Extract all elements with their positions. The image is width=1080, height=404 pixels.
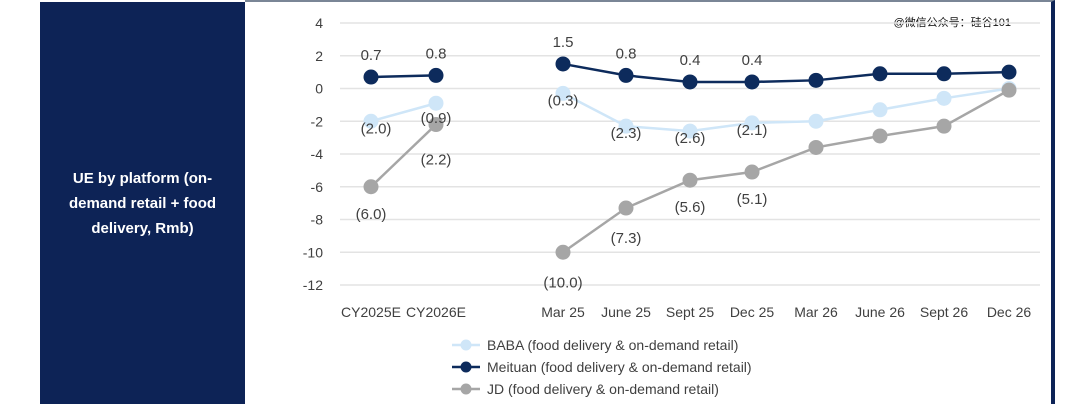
data-label: (5.1) (737, 191, 768, 208)
y-tick-label: -6 (311, 179, 324, 195)
legend-marker (460, 383, 472, 395)
y-tick-label: -10 (303, 244, 323, 260)
y-tick-label: 0 (315, 81, 323, 97)
data-point (618, 118, 634, 134)
data-point (555, 56, 571, 72)
data-label: 0.7 (361, 47, 382, 64)
data-point (618, 200, 634, 216)
data-label: (2.1) (737, 122, 768, 139)
data-label: (2.0) (361, 120, 392, 137)
data-label: (10.0) (543, 274, 582, 291)
data-point (744, 164, 760, 180)
data-label: 1.5 (553, 34, 574, 51)
data-point (428, 67, 444, 83)
y-tick-label: 4 (315, 15, 323, 31)
legend-label: JD (food delivery & on-demand retail) (487, 381, 719, 397)
data-point (618, 67, 634, 83)
data-point (555, 244, 571, 260)
data-point (555, 85, 571, 101)
y-tick-label: -12 (303, 277, 323, 293)
series-line (370, 74, 437, 79)
data-label: (2.2) (421, 152, 452, 169)
y-tick-label: 2 (315, 48, 323, 64)
data-label: 0.8 (616, 45, 637, 62)
data-point (363, 113, 379, 129)
series-line (562, 62, 1010, 84)
data-point (936, 90, 952, 106)
data-label: (5.6) (675, 199, 706, 216)
x-tick-label: Mar 25 (541, 304, 585, 320)
data-point (682, 123, 698, 139)
y-tick-label: -8 (311, 212, 324, 228)
data-point (872, 128, 888, 144)
x-tick-label: CY2026E (406, 304, 466, 320)
x-tick-label: June 25 (601, 304, 651, 320)
data-label: 0.8 (426, 45, 447, 62)
x-tick-label: Sept 25 (666, 304, 714, 320)
data-point (428, 117, 444, 133)
y-tick-label: -2 (311, 113, 324, 129)
x-tick-label: Sept 26 (920, 304, 968, 320)
data-point (872, 102, 888, 118)
data-point (936, 66, 952, 82)
data-point (682, 74, 698, 90)
data-point (808, 139, 824, 155)
legend-marker (460, 361, 472, 373)
x-tick-label: Mar 26 (794, 304, 838, 320)
data-point (1001, 82, 1017, 98)
series-line (562, 89, 1010, 254)
data-point (808, 72, 824, 88)
x-tick-label: Dec 25 (730, 304, 775, 320)
data-label: 0.4 (680, 52, 701, 69)
data-label: (7.3) (611, 230, 642, 247)
series-line (370, 102, 437, 123)
data-point (872, 66, 888, 82)
x-tick-label: June 26 (855, 304, 905, 320)
y-tick-label: -4 (311, 146, 324, 162)
data-point (744, 115, 760, 131)
legend-marker (460, 339, 472, 351)
data-point (363, 179, 379, 195)
data-point (682, 172, 698, 188)
data-point (363, 69, 379, 85)
data-label: (0.9) (421, 110, 452, 127)
data-label: (2.6) (675, 130, 706, 147)
series-line (370, 123, 437, 188)
data-label: (0.3) (548, 92, 579, 109)
data-label: (6.0) (356, 206, 387, 223)
side-title-panel: UE by platform (on-demand retail + food … (40, 2, 245, 404)
x-tick-label: Dec 26 (987, 304, 1032, 320)
legend-label: Meituan (food delivery & on-demand retai… (487, 359, 752, 375)
legend-label: BABA (food delivery & on-demand retail) (487, 337, 738, 353)
data-point (1001, 64, 1017, 80)
x-tick-label: CY2025E (341, 304, 401, 320)
series-line (562, 87, 1010, 133)
data-point (936, 118, 952, 134)
data-point (808, 113, 824, 129)
data-label: 0.4 (742, 52, 763, 69)
data-point (744, 74, 760, 90)
data-point (428, 95, 444, 111)
data-label: (2.3) (611, 125, 642, 142)
side-title: UE by platform (on-demand retail + food … (68, 169, 217, 237)
